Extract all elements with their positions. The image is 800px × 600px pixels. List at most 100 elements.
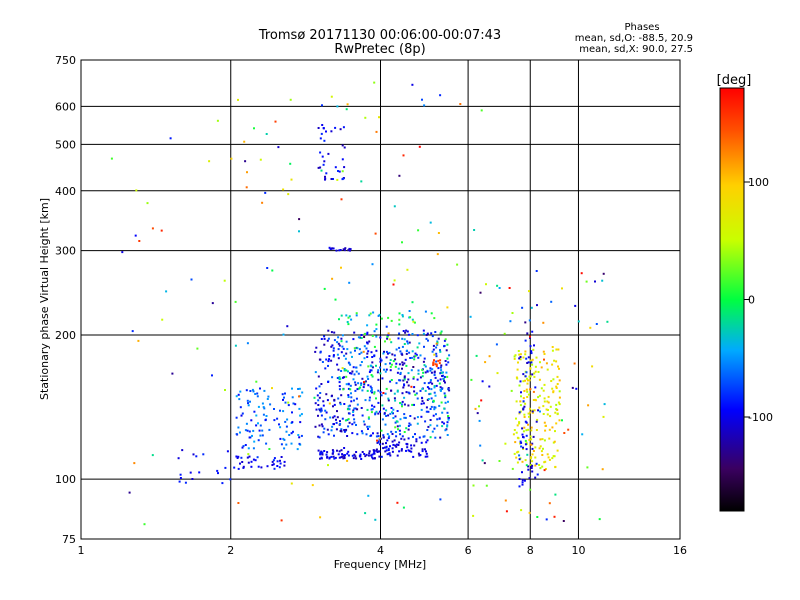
data-point xyxy=(530,352,533,355)
data-point xyxy=(405,352,408,355)
data-point xyxy=(418,145,421,148)
data-point xyxy=(424,448,426,451)
data-point xyxy=(421,387,424,390)
data-point xyxy=(420,441,423,444)
data-point xyxy=(429,221,432,224)
data-point xyxy=(373,345,376,348)
data-point xyxy=(370,434,373,437)
data-point xyxy=(343,166,346,169)
data-point xyxy=(524,402,527,405)
data-point xyxy=(595,323,598,325)
data-point xyxy=(429,369,432,372)
data-point xyxy=(521,433,524,436)
data-point xyxy=(379,391,382,394)
data-point xyxy=(403,438,406,441)
data-point xyxy=(272,459,275,462)
data-point xyxy=(338,344,341,347)
data-point xyxy=(336,178,339,181)
data-point xyxy=(235,416,238,419)
data-point xyxy=(317,166,320,169)
data-point xyxy=(373,330,376,333)
data-point xyxy=(264,419,267,422)
data-point xyxy=(556,383,559,385)
data-point xyxy=(529,388,532,390)
data-point xyxy=(520,395,522,398)
data-point xyxy=(553,440,556,443)
data-point xyxy=(360,382,363,385)
data-point xyxy=(407,391,410,394)
data-point xyxy=(368,425,371,428)
data-point xyxy=(411,83,414,86)
data-point xyxy=(353,399,355,402)
data-point xyxy=(353,373,356,376)
data-point xyxy=(531,460,534,463)
data-point xyxy=(401,361,404,364)
data-point xyxy=(247,461,250,464)
data-point xyxy=(314,402,317,405)
data-point xyxy=(342,347,345,350)
data-point xyxy=(436,379,439,382)
data-point xyxy=(387,333,390,336)
data-point xyxy=(286,418,289,421)
data-point xyxy=(518,454,521,457)
data-point xyxy=(292,430,294,433)
data-point xyxy=(416,397,419,400)
data-point xyxy=(533,375,536,378)
data-point xyxy=(436,340,439,343)
data-point xyxy=(439,388,442,391)
data-point xyxy=(328,402,331,405)
data-point xyxy=(290,442,293,445)
data-point xyxy=(392,408,395,411)
data-point xyxy=(548,428,551,431)
data-point xyxy=(252,390,255,393)
data-point xyxy=(478,405,480,408)
data-point xyxy=(297,434,300,436)
data-point xyxy=(348,362,351,365)
data-point xyxy=(403,383,405,386)
data-point xyxy=(318,436,321,439)
data-point xyxy=(246,429,249,432)
data-point xyxy=(315,387,318,390)
data-point xyxy=(518,485,521,488)
data-point xyxy=(389,359,392,361)
data-point xyxy=(315,408,318,411)
data-point xyxy=(298,442,301,445)
data-point xyxy=(266,398,269,400)
data-point xyxy=(421,98,423,101)
data-point xyxy=(288,434,291,436)
data-point xyxy=(521,471,523,474)
data-point xyxy=(331,452,334,455)
data-point xyxy=(429,367,432,370)
data-point xyxy=(375,323,378,326)
data-point xyxy=(532,450,535,452)
data-point xyxy=(354,383,357,386)
data-point xyxy=(223,279,226,282)
data-point xyxy=(380,394,383,397)
data-point xyxy=(511,312,514,314)
data-point xyxy=(402,379,405,382)
data-point xyxy=(437,232,440,234)
data-point xyxy=(417,452,420,455)
data-point xyxy=(396,410,399,412)
data-point xyxy=(265,415,268,417)
data-point xyxy=(509,320,512,323)
data-point xyxy=(192,453,195,456)
data-point xyxy=(516,368,519,371)
data-point xyxy=(435,363,438,366)
data-point xyxy=(253,410,256,413)
data-point xyxy=(346,419,349,421)
data-point xyxy=(361,451,364,453)
data-point xyxy=(291,387,293,390)
data-point xyxy=(294,403,297,406)
data-point xyxy=(519,410,522,413)
data-point xyxy=(439,378,442,381)
data-point xyxy=(137,339,140,342)
data-point xyxy=(243,140,246,143)
data-point xyxy=(535,270,538,272)
data-point xyxy=(354,455,357,458)
data-point xyxy=(258,429,261,432)
data-point xyxy=(430,405,433,408)
data-point xyxy=(521,460,524,463)
data-point xyxy=(440,371,443,374)
data-point xyxy=(399,379,402,382)
